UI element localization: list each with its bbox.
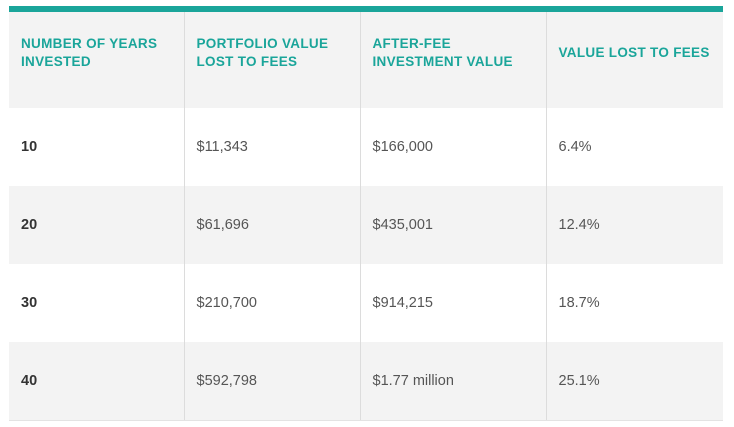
table-header: NUMBER OF YEARS INVESTED PORTFOLIO VALUE… bbox=[9, 12, 723, 108]
table-row: 30 $210,700 $914,215 18.7% bbox=[9, 264, 723, 342]
header-after-fee-value: AFTER-FEE INVESTMENT VALUE bbox=[359, 12, 546, 108]
table-body: 10 $11,343 $166,000 6.4% 20 $61,696 $435… bbox=[9, 108, 723, 421]
table-row: 20 $61,696 $435,001 12.4% bbox=[9, 186, 723, 264]
cell-years: 30 bbox=[21, 295, 38, 311]
cell-value-lost-percent: 25.1% bbox=[545, 342, 723, 421]
cell-after-fee-value: $166,000 bbox=[359, 108, 546, 186]
table-accent-bar bbox=[9, 6, 723, 12]
header-value-lost-percent: VALUE LOST TO FEES bbox=[545, 12, 723, 108]
table-row: 10 $11,343 $166,000 6.4% bbox=[9, 108, 723, 186]
cell-years: 40 bbox=[9, 342, 184, 421]
header-years-invested: NUMBER OF YEARS INVESTED bbox=[21, 36, 158, 69]
cell-portfolio-value-lost: $210,700 bbox=[183, 264, 360, 342]
cell-after-fee-value: $914,215 bbox=[359, 264, 546, 342]
header-portfolio-value-lost: PORTFOLIO VALUE LOST TO FEES bbox=[183, 12, 360, 108]
cell-value-lost-percent: 18.7% bbox=[545, 264, 723, 342]
cell-portfolio-value-lost: $11,343 bbox=[183, 108, 360, 186]
cell-after-fee-value: $1.77 million bbox=[359, 342, 546, 421]
cell-value-lost-percent: 12.4% bbox=[545, 186, 723, 264]
cell-portfolio-value-lost: $592,798 bbox=[183, 342, 360, 421]
fee-comparison-table-container: NUMBER OF YEARS INVESTED PORTFOLIO VALUE… bbox=[9, 6, 723, 421]
cell-years: 20 bbox=[21, 217, 38, 233]
cell-portfolio-value-lost: $61,696 bbox=[183, 186, 360, 264]
cell-years: 10 bbox=[21, 139, 38, 155]
cell-value-lost-percent: 6.4% bbox=[545, 108, 723, 186]
table-row: 40 $592,798 $1.77 million 25.1% bbox=[9, 342, 723, 421]
header-row: NUMBER OF YEARS INVESTED PORTFOLIO VALUE… bbox=[9, 12, 723, 108]
cell-after-fee-value: $435,001 bbox=[359, 186, 546, 264]
fee-comparison-table: NUMBER OF YEARS INVESTED PORTFOLIO VALUE… bbox=[9, 12, 723, 421]
